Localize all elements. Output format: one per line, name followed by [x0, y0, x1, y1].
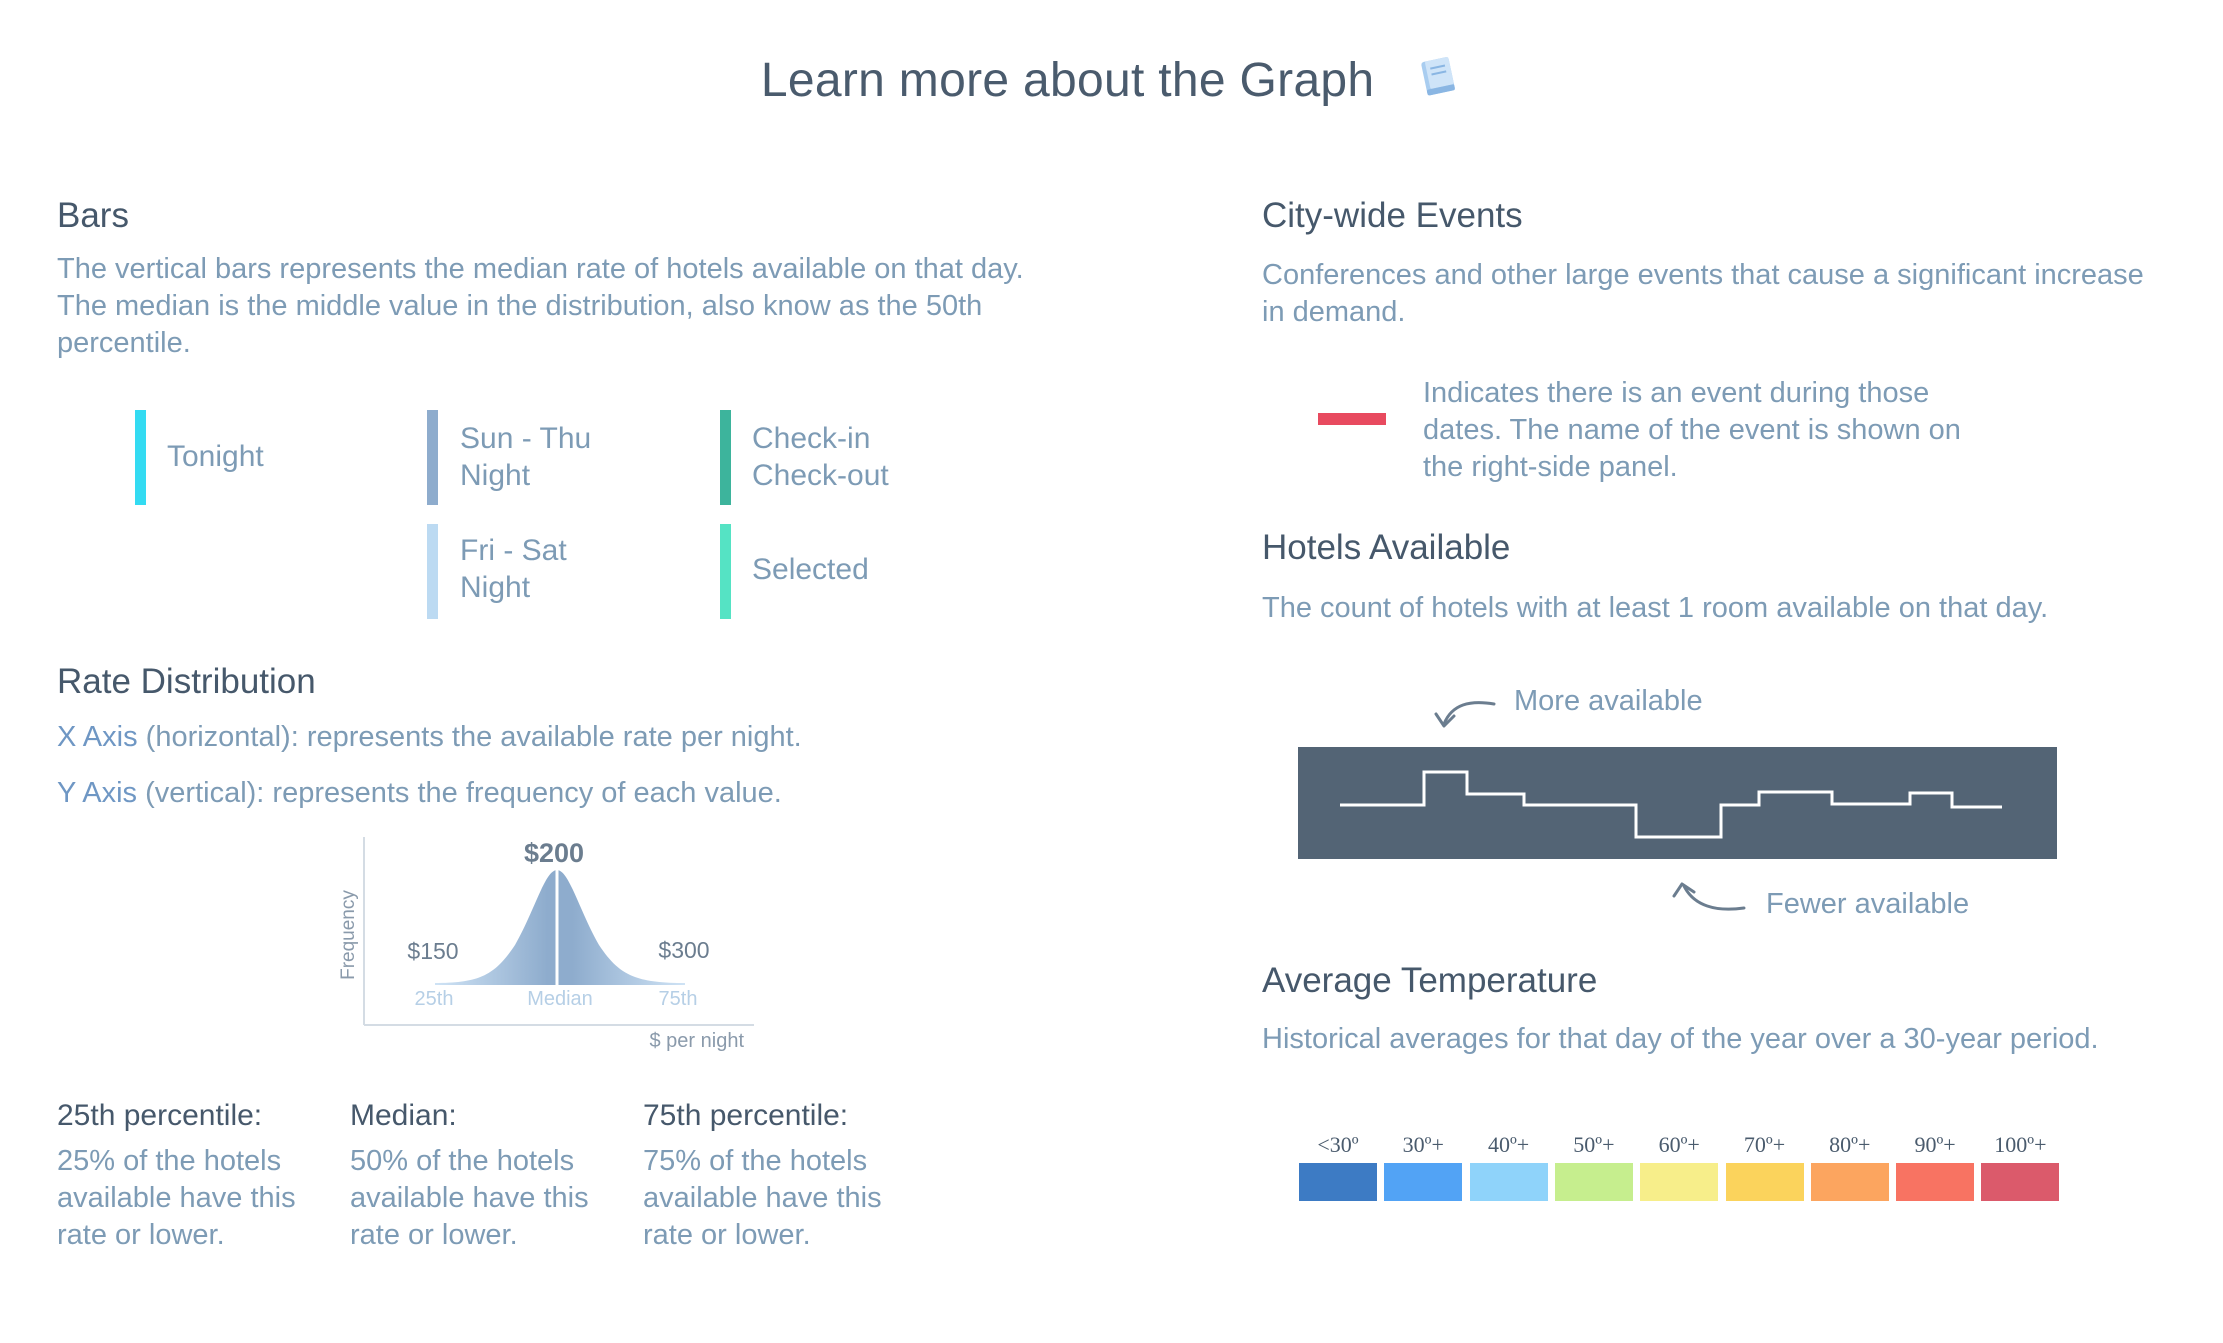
legend-label-tonight: Tonight [167, 440, 264, 473]
p75-desc: 75% of the hotels available have this ra… [643, 1145, 882, 1251]
city-events-heading: City-wide Events [1262, 196, 1523, 235]
median-desc: 50% of the hotels available have this ra… [350, 1145, 589, 1251]
p25-label: 25th [415, 988, 454, 1010]
temperature-swatch [1469, 1163, 1548, 1201]
hotels-available-description: The count of hotels with at least 1 room… [1262, 592, 2049, 624]
p25-desc: 25% of the hotels available have this ra… [57, 1145, 296, 1251]
y-axis-desc: (vertical): represents the frequency of … [145, 777, 782, 809]
legend-label-sun-thu: Sun - Thu Night [460, 422, 592, 492]
p75-title: 75th percentile: [643, 1099, 849, 1132]
page-title-text: Learn more about the Graph [760, 53, 1375, 107]
median-label: Median [527, 988, 593, 1010]
bars-heading: Bars [57, 196, 129, 235]
avg-temperature-description: Historical averages for that day of the … [1262, 1023, 2099, 1055]
legend-swatch-selected [720, 524, 731, 619]
temperature-label: 90º+ [1914, 1132, 1956, 1157]
more-arrow-icon [1434, 701, 1496, 728]
more-available-label: More available [1514, 685, 1703, 717]
x-unit-label: $ per night [649, 1030, 744, 1052]
rate-distribution-heading: Rate Distribution [57, 662, 316, 701]
temperature-label: 30º+ [1402, 1132, 1444, 1157]
fewer-available-label: Fewer available [1766, 888, 1970, 920]
hotels-available-heading: Hotels Available [1262, 528, 1511, 567]
fewer-arrow-icon [1672, 882, 1746, 911]
frequency-label: Frequency [338, 890, 359, 980]
x-axis-term: X Axis [57, 721, 138, 753]
temperature-swatch [1299, 1163, 1377, 1201]
p75-label: 75th [659, 988, 698, 1010]
temperature-label: 80º+ [1829, 1132, 1871, 1157]
legend-label-fri-sat: Fri - Sat Night [460, 534, 567, 604]
avg-temperature-heading: Average Temperature [1262, 961, 1598, 1000]
p75-value: $300 [658, 937, 709, 963]
y-axis-description: Y Axis (vertical): represents the freque… [57, 775, 782, 812]
x-axis-description: X Axis (horizontal): represents the avai… [57, 719, 802, 756]
legend-swatch-checkin-checkout [720, 410, 731, 505]
legend-label-selected: Selected [752, 553, 869, 586]
temperature-label: 40º+ [1487, 1132, 1530, 1157]
p25-title: 25th percentile: [57, 1099, 263, 1132]
p25-value: $150 [407, 938, 458, 964]
x-axis-desc: (horizontal): represents the available r… [145, 721, 802, 753]
temperature-swatch [1810, 1163, 1889, 1201]
temperature-swatch [1981, 1163, 2060, 1201]
temperature-swatch [1384, 1163, 1463, 1201]
temperature-swatch [1725, 1163, 1804, 1201]
book-icon [1421, 57, 1455, 96]
event-indicator-swatch [1318, 413, 1386, 425]
temperature-label: 50º+ [1573, 1132, 1615, 1157]
temperature-label: <30º [1317, 1132, 1359, 1157]
temperature-swatch [1554, 1163, 1633, 1201]
event-indicator-text: Indicates there is an event during those… [1423, 377, 1961, 483]
temperature-swatch [1640, 1163, 1719, 1201]
availability-line [1340, 770, 2002, 839]
rate-distribution-illustration: Frequency $200 $150 $300 25th Median 75t… [338, 837, 754, 1052]
city-events-description: Conferences and other large events that … [1262, 259, 2144, 328]
temperature-label: 100º+ [1994, 1132, 2047, 1157]
temperature-label: 60º+ [1658, 1132, 1700, 1157]
median-title: Median: [350, 1099, 457, 1132]
legend-swatch-tonight [135, 410, 146, 505]
median-value: $200 [524, 838, 584, 868]
temperature-label: 70º+ [1743, 1132, 1786, 1157]
legend-swatch-sun-thu [427, 410, 438, 505]
page-title: Learn more about the Graph [0, 50, 2223, 108]
y-axis-term: Y Axis [57, 777, 138, 809]
legend-label-checkin-checkout: Check-in Check-out [752, 422, 889, 492]
legend-swatch-fri-sat [427, 524, 438, 619]
temperature-swatch [1896, 1163, 1975, 1201]
distribution-curve [435, 870, 685, 985]
hotels-available-sparkline [1298, 747, 2057, 859]
bars-description: The vertical bars represents the median … [57, 253, 1024, 359]
